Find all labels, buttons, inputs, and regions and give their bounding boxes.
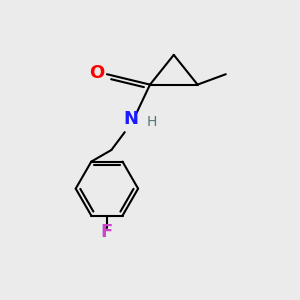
Text: H: H: [146, 115, 157, 129]
Text: F: F: [101, 223, 113, 241]
Text: N: N: [123, 110, 138, 128]
Text: O: O: [89, 64, 104, 82]
